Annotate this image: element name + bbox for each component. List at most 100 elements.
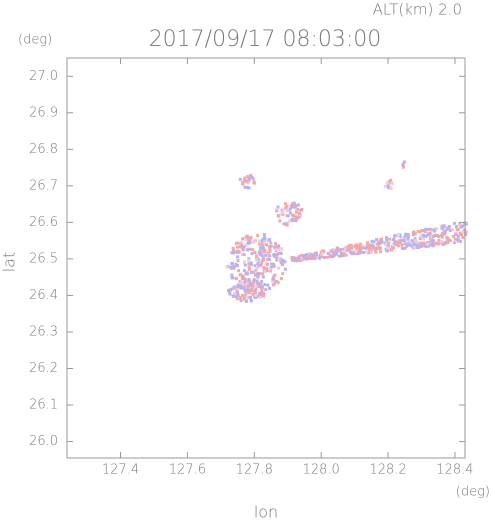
echo-cell (385, 238, 389, 242)
echo-cell (259, 246, 263, 250)
echo-cell (453, 237, 457, 241)
echo-cell (246, 284, 250, 288)
echo-cell (246, 175, 250, 179)
echo-cell (441, 232, 445, 236)
echo-cell (379, 238, 383, 242)
echo-cell (230, 287, 234, 291)
echo-cell (234, 241, 238, 245)
echo-cell (248, 247, 252, 251)
echo-cell (424, 234, 428, 238)
echo-cell (259, 293, 263, 297)
echo-cell (400, 243, 404, 247)
echo-cell (398, 234, 402, 238)
echo-cell (413, 243, 417, 247)
echo-cell (247, 186, 251, 190)
echo-cell (445, 227, 449, 231)
echo-cell (387, 180, 391, 184)
echo-cell (454, 225, 458, 229)
echo-cell (275, 247, 279, 251)
echo-cell (235, 294, 239, 298)
echo-cell (262, 292, 266, 296)
echo-cell (274, 242, 278, 246)
echo-cell (272, 279, 276, 283)
echo-cell (424, 227, 428, 231)
echo-cell (261, 247, 265, 251)
echo-cell (231, 251, 235, 255)
echo-cell (281, 261, 285, 265)
echo-cell (260, 280, 264, 284)
echo-cell (247, 179, 251, 183)
echo-cell (431, 239, 435, 243)
echo-cell (310, 257, 314, 261)
echo-cell (459, 225, 463, 229)
y-tick-label: 26.2 (29, 361, 58, 376)
echo-cell (234, 277, 238, 281)
echo-cell (263, 238, 267, 242)
echo-cell (336, 247, 340, 251)
echo-cell (257, 258, 261, 262)
echo-cell (309, 253, 313, 257)
echo-cell (268, 249, 272, 253)
echo-cell (242, 179, 246, 183)
echo-cell (413, 232, 417, 236)
echo-cell (288, 207, 292, 211)
echo-cell (241, 180, 245, 184)
echo-cell (272, 252, 276, 256)
echo-cell (243, 185, 247, 189)
echo-cell (425, 242, 429, 246)
y-tick-label: 26.1 (29, 398, 58, 413)
echo-cell (254, 273, 258, 277)
echo-cell (275, 207, 279, 211)
echo-cell (291, 258, 295, 262)
echo-cell (242, 286, 246, 290)
echo-cell (250, 286, 254, 290)
echo-cell (246, 258, 250, 262)
echo-cell (393, 240, 397, 244)
echo-cell (267, 245, 271, 249)
echo-cell (403, 235, 407, 239)
echo-cell (290, 205, 294, 209)
echo-cell (236, 250, 240, 254)
echo-cell (236, 285, 240, 289)
echo-cell (418, 230, 422, 234)
x-tick-label: 127.4 (102, 463, 139, 478)
echo-cell (276, 214, 280, 218)
echo-cell (242, 268, 246, 272)
echo-cell (253, 289, 257, 293)
echo-cell (292, 219, 296, 223)
echo-cell (421, 233, 425, 237)
echo-cell (423, 242, 427, 246)
echo-cell (247, 267, 251, 271)
echo-cell (348, 249, 352, 253)
echo-cell (448, 229, 452, 233)
echo-cell (429, 233, 433, 237)
echo-cell (457, 238, 461, 242)
echo-cell (232, 266, 236, 270)
echo-cell (258, 242, 262, 246)
echo-cell (451, 228, 455, 232)
echo-cell (296, 203, 300, 207)
echo-cell (291, 256, 295, 260)
echo-cell (291, 217, 295, 221)
echo-cell (454, 233, 458, 237)
echo-cell (245, 179, 249, 183)
echo-cell (392, 244, 396, 248)
echo-cell (402, 239, 406, 243)
echo-cell (378, 246, 382, 250)
echo-cell (428, 227, 432, 231)
echo-cell (244, 243, 248, 247)
y-tick-label: 26.6 (29, 215, 58, 230)
echo-cell (258, 272, 262, 276)
echo-cell (262, 294, 266, 298)
echo-cell (440, 226, 444, 230)
echo-cell (236, 245, 240, 249)
echo-cell (288, 219, 292, 223)
x-tick-label: 128.2 (369, 463, 406, 478)
echo-cell (391, 246, 395, 250)
echo-cell (284, 205, 288, 209)
echo-cell (255, 282, 259, 286)
echo-cell (400, 236, 404, 240)
echo-cell (247, 257, 251, 261)
echo-cell (295, 210, 299, 214)
echo-cell (394, 234, 398, 238)
